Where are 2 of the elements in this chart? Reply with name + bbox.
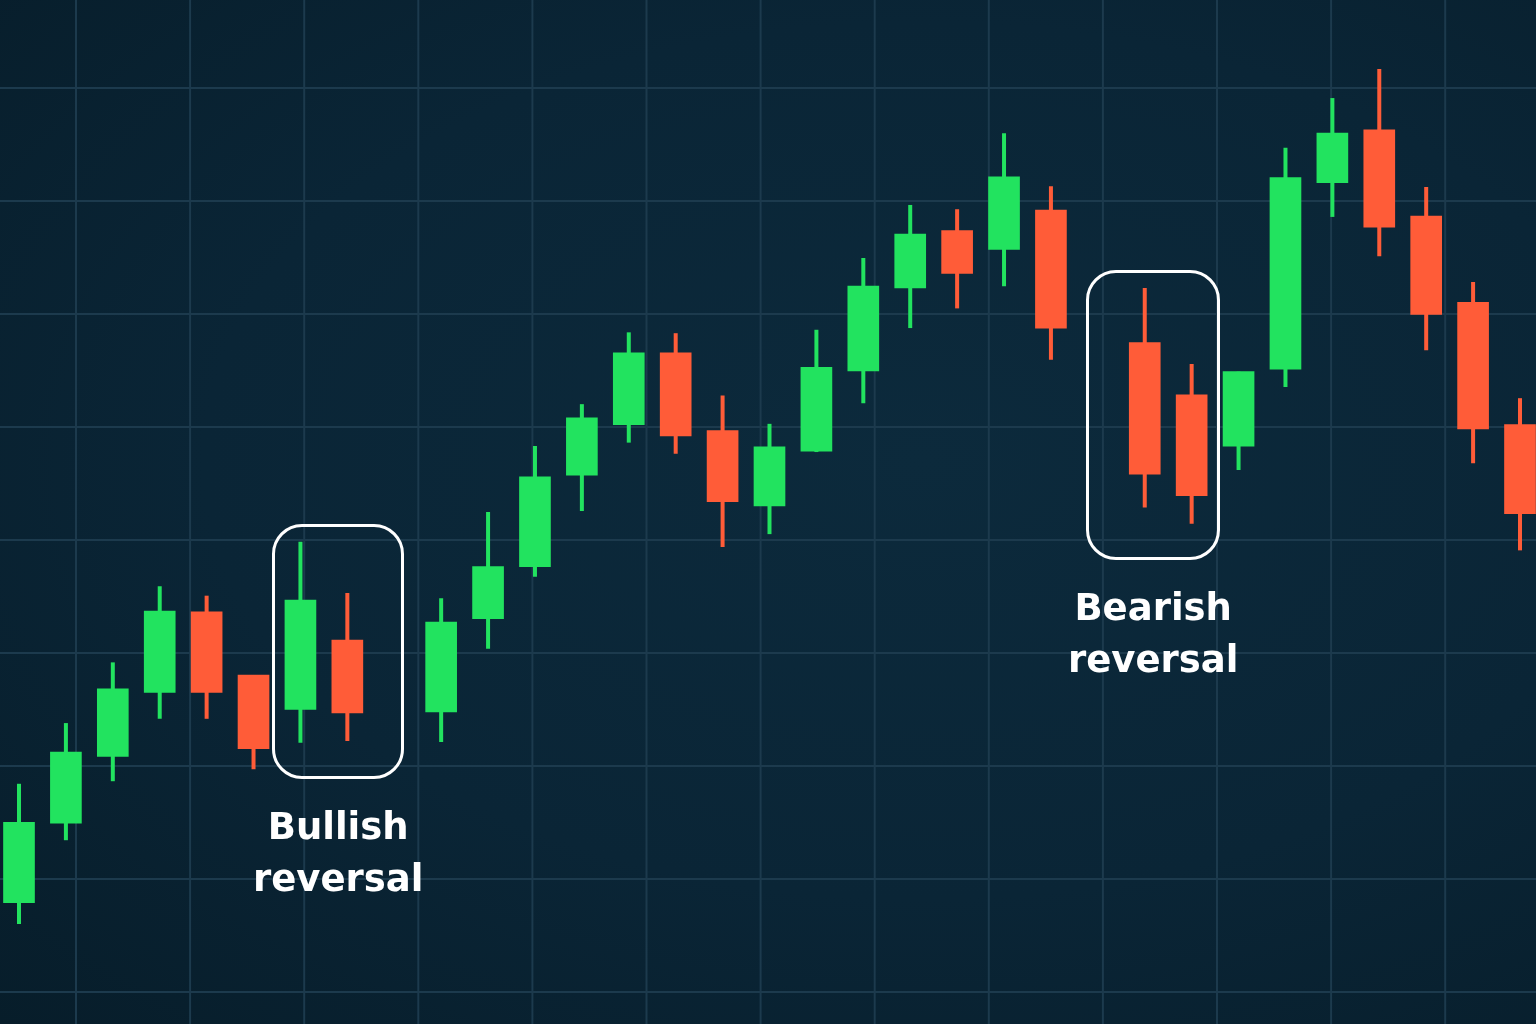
annotation: Bearish reversal [1067, 584, 1239, 683]
annotation: Bullish reversal [252, 803, 424, 902]
